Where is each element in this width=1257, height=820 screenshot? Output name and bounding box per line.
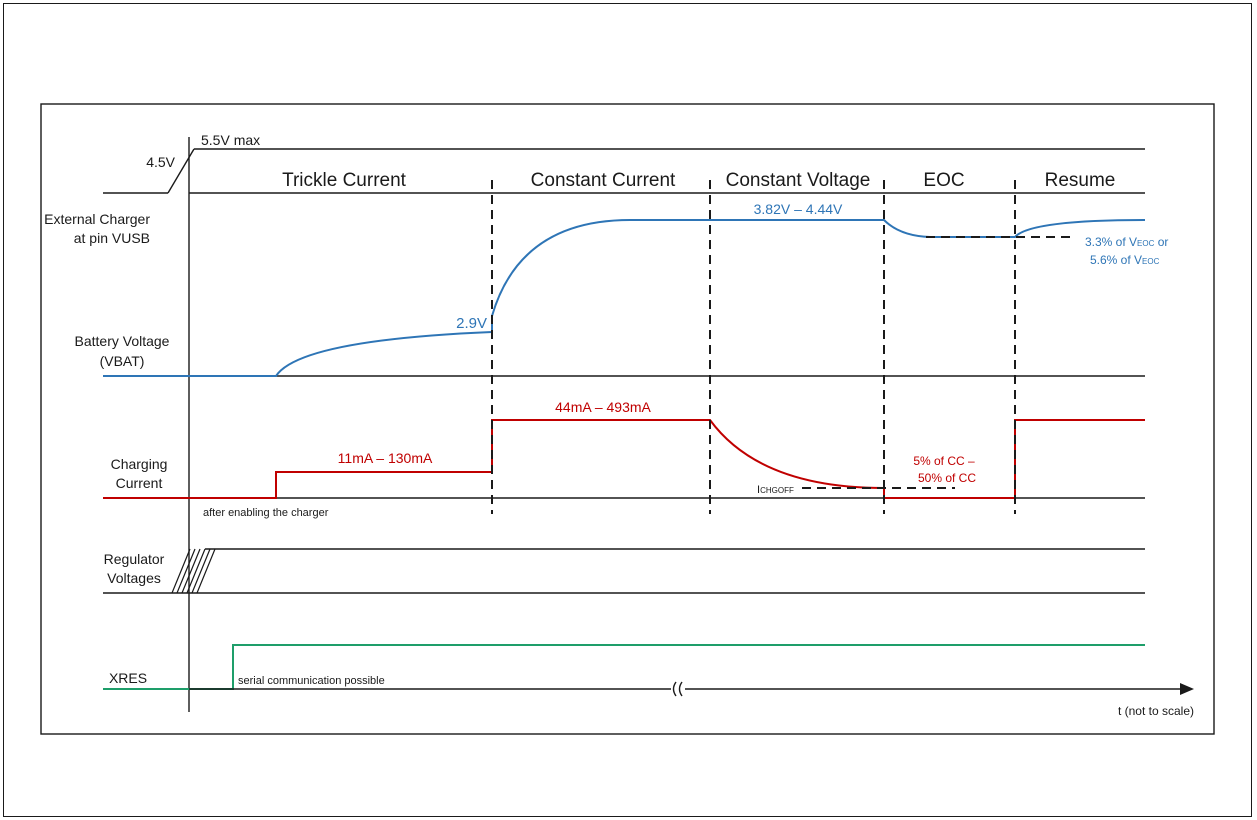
- ichgoff-label: ICHGOFF: [757, 484, 794, 496]
- charging-current-trace: [103, 419, 1145, 499]
- time-axis-label: t (not to scale): [1118, 704, 1194, 718]
- v-max-label: 5.5V max: [201, 132, 260, 148]
- phase-trickle-label: Trickle Current: [282, 170, 407, 191]
- vbat-label-1: Battery Voltage: [75, 333, 170, 349]
- regulator-label-1: Regulator: [104, 551, 165, 567]
- phase-resume-label: Resume: [1045, 170, 1116, 191]
- charging-label-2: Current: [116, 475, 163, 491]
- regulator-trace: [103, 548, 1145, 594]
- i-term-label-2: 50% of CC: [918, 471, 976, 485]
- i-trickle-label: 11mA – 130mA: [338, 450, 433, 466]
- recharge-label-1-post: or: [1154, 235, 1168, 249]
- recharge-label-1: 3.3% of VEOC or: [1085, 235, 1168, 249]
- time-axis: [189, 681, 1194, 697]
- recharge-label-2-sub: EOC: [1142, 257, 1160, 266]
- v-45-label: 4.5V: [146, 154, 175, 170]
- xres-label: XRES: [109, 670, 147, 686]
- i-term-label-1: 5% of CC –: [913, 454, 975, 468]
- page-border: [3, 3, 1252, 817]
- phase-cv-label: Constant Voltage: [726, 170, 871, 191]
- i-cc-label: 44mA – 493mA: [555, 399, 651, 415]
- vbat-label-2: (VBAT): [100, 353, 145, 369]
- xres-trace: [103, 644, 1145, 690]
- phase-dividers: [491, 180, 1016, 514]
- after-enable-label: after enabling the charger: [203, 507, 329, 519]
- charging-label-1: Charging: [111, 456, 168, 472]
- ext-charger-label-2: at pin VUSB: [74, 230, 150, 246]
- ext-charger-trace: [103, 148, 1145, 194]
- phase-cc-label: Constant Current: [531, 170, 676, 191]
- phase-eoc-label: EOC: [923, 170, 964, 191]
- recharge-label-2: 5.6% of VEOC: [1090, 253, 1160, 267]
- serial-comm-label: serial communication possible: [238, 675, 385, 687]
- v-29-label: 2.9V: [456, 315, 487, 332]
- v-cv-range-label: 3.82V – 4.44V: [754, 201, 843, 217]
- ichgoff-main: I: [757, 484, 760, 496]
- ichgoff-sub: CHGOFF: [760, 486, 794, 495]
- ext-charger-label-1: External Charger: [44, 211, 150, 227]
- recharge-label-2-pre: 5.6% of V: [1090, 253, 1142, 267]
- vbat-trace: [103, 219, 1146, 377]
- recharge-label-1-pre: 3.3% of V: [1085, 235, 1137, 249]
- diagram-border: [40, 103, 1215, 735]
- regulator-label-2: Voltages: [107, 570, 161, 586]
- axis-break-icon: [672, 681, 683, 697]
- recharge-label-1-sub: EOC: [1137, 239, 1155, 248]
